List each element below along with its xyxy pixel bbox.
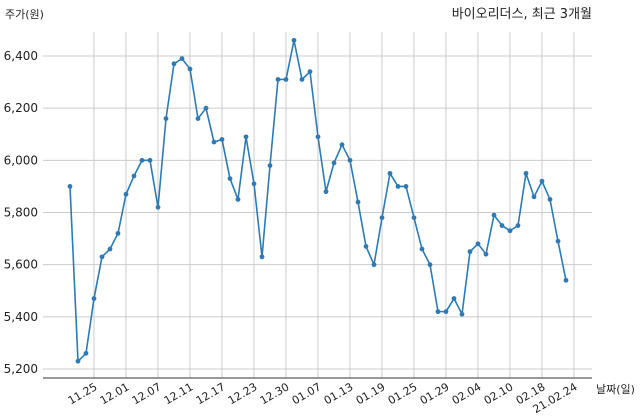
price-series-points: [67, 37, 569, 364]
y-tick-labels: 5,200 5,400 5,600 5,800 6,000 6,200 6,400: [4, 49, 38, 376]
vertical-gridlines: [93, 32, 575, 378]
data-point: [363, 244, 369, 249]
data-point: [83, 350, 89, 356]
data-point: [499, 223, 505, 228]
x-tick-label: 01.19: [354, 380, 388, 407]
y-axis-label: 주가(원): [5, 8, 44, 21]
data-point: [427, 262, 433, 268]
x-tick-label: 12.01: [98, 380, 132, 407]
data-point: [147, 157, 153, 163]
data-point: [467, 249, 473, 255]
x-tick-label: 01.29: [418, 380, 452, 407]
data-point: [395, 184, 401, 189]
x-tick-label: 01.25: [386, 380, 420, 407]
data-point: [283, 77, 289, 82]
data-point: [323, 189, 329, 195]
data-point: [555, 238, 561, 244]
x-tick-label: 02.10: [482, 380, 516, 407]
data-point: [187, 66, 193, 72]
data-point: [491, 212, 497, 218]
data-point: [339, 142, 345, 148]
x-tick-label: 12.23: [226, 380, 260, 407]
data-point: [195, 116, 201, 121]
data-point: [131, 173, 137, 179]
data-point: [219, 137, 225, 142]
data-point: [155, 204, 161, 210]
data-point: [267, 163, 273, 168]
data-point: [507, 228, 513, 234]
y-tick-label: 6,400: [4, 49, 38, 63]
y-tick-label: 5,200: [4, 362, 38, 376]
data-point: [259, 254, 265, 260]
data-point: [483, 251, 489, 257]
data-point: [563, 277, 569, 283]
x-tick-label: 12.11: [162, 380, 196, 407]
data-point: [331, 160, 337, 166]
data-point: [411, 215, 417, 221]
data-point: [251, 181, 257, 187]
x-axis-label: 날짜(일): [596, 382, 635, 396]
data-point: [387, 170, 393, 176]
data-point: [539, 178, 545, 184]
data-point: [243, 134, 249, 140]
data-point: [115, 230, 121, 236]
data-point: [107, 246, 113, 252]
data-point: [443, 309, 449, 315]
data-point: [275, 77, 281, 82]
chart-title: 바이오리더스, 최근 3개월: [452, 7, 592, 22]
data-point: [211, 139, 217, 145]
y-tick-label: 5,400: [4, 310, 38, 324]
data-point: [67, 184, 73, 189]
x-tick-label: 12.30: [258, 380, 292, 407]
data-point: [355, 199, 361, 205]
y-tick-label: 6,200: [4, 101, 38, 115]
data-point: [475, 241, 481, 247]
data-point: [123, 191, 129, 197]
data-point: [163, 116, 169, 121]
data-point: [435, 309, 441, 315]
data-point: [307, 69, 313, 75]
y-tick-label: 6,000: [4, 153, 38, 167]
data-point: [379, 215, 385, 221]
horizontal-gridlines: [43, 55, 592, 370]
data-point: [235, 197, 241, 202]
data-point: [371, 262, 377, 268]
data-point: [547, 197, 553, 202]
data-point: [227, 176, 233, 181]
x-tick-label: 01.07: [290, 380, 324, 407]
data-point: [91, 296, 97, 301]
data-point: [179, 56, 185, 62]
x-tick-label: 01.13: [322, 380, 356, 407]
data-point: [171, 61, 177, 67]
data-point: [139, 157, 145, 163]
y-tick-label: 5,800: [4, 206, 38, 220]
y-tick-label: 5,600: [4, 258, 38, 272]
x-tick-labels: 11.2512.0112.0712.1112.1712.2312.3001.07…: [66, 380, 580, 416]
data-point: [203, 105, 209, 111]
data-point: [99, 254, 105, 260]
x-tick-label: 02.04: [450, 380, 484, 407]
data-point: [531, 194, 537, 200]
data-point: [523, 170, 529, 176]
data-point: [291, 37, 297, 43]
data-point: [75, 358, 81, 364]
data-point: [451, 296, 457, 301]
x-tick-label: 12.17: [194, 380, 228, 407]
data-point: [459, 311, 465, 317]
x-tick-label: 12.07: [130, 380, 164, 407]
data-point: [347, 157, 353, 163]
data-point: [403, 184, 409, 189]
data-point: [515, 223, 521, 228]
x-tick-label: 11.25: [66, 380, 100, 407]
data-point: [419, 246, 425, 252]
data-point: [315, 134, 321, 140]
data-point: [299, 77, 305, 82]
